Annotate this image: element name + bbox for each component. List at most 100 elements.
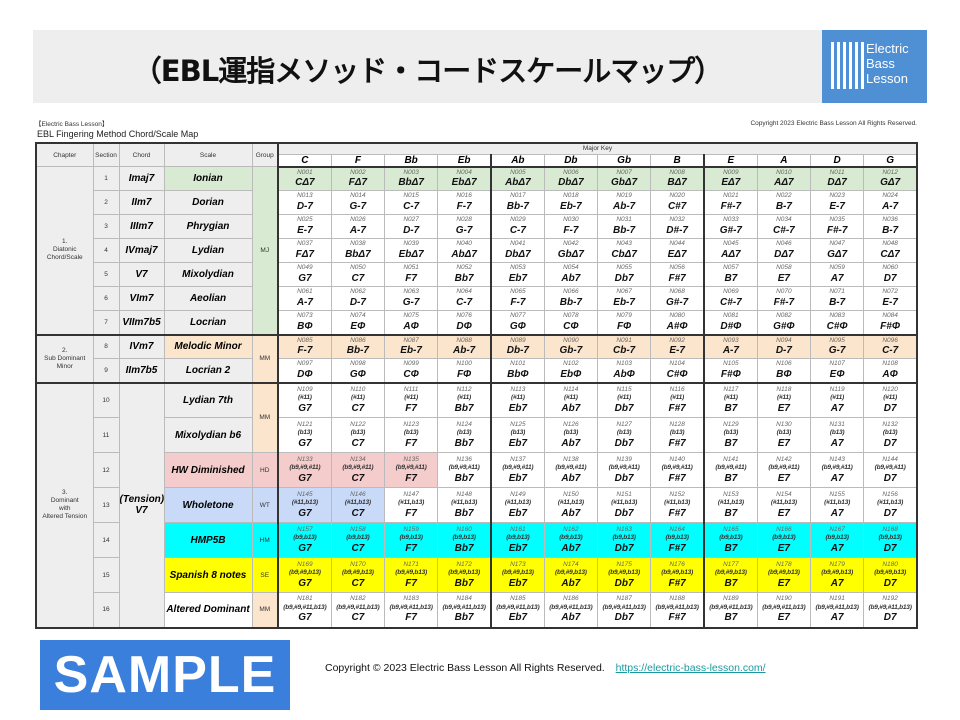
key-chord: D-7 [296,200,313,212]
key-cell: N021 F#-7 [702,190,758,215]
key-cell: N106 BΦ [756,358,812,383]
key-cell: N133 (b9,#9,#11) G7 [276,452,332,488]
key-chord: GbΔ7 [557,248,584,260]
cell-id: N011 [829,168,845,176]
key-chord: F#7 [668,272,686,284]
cell-id: N118 [776,385,792,393]
key-cell: N078 CΦ [543,310,599,335]
key-cell: N082 G#Φ [756,310,812,335]
cell-id: N024 [882,192,898,200]
key-chord: D#-7 [666,224,688,236]
cell-id: N160 [456,525,472,533]
key-chord: F7 [405,577,417,589]
key-chord: Bb7 [454,472,474,484]
key-chord: Ab7 [561,272,581,284]
cell-id: N169 [297,560,313,568]
sheet-brand: 【Electric Bass Lesson】 [35,121,109,128]
table-row: 4 IVmaj7 Lydian N037 FΔ7 N038 BbΔ7 N039 EbΔ7 N040… [36,238,918,263]
key-cell: N166 (b9,b13) E7 [756,522,812,558]
key-chord: A7 [830,272,844,284]
key-chord: Bb-7 [506,200,529,212]
key-cell: N185 (b9,#9,#11,b13) Eb7 [489,592,545,628]
cell-id: N162 [563,525,579,533]
key-cell: N070 F#-7 [756,286,812,311]
scale-name: Dorian [163,190,253,215]
key-cell: N105 F#Φ [702,358,758,383]
cell-id: N105 [723,360,739,367]
key-cell: N044 EΔ7 [650,238,705,263]
key-chord: FΔ7 [295,248,315,260]
section-number: 14 [92,522,120,558]
cell-id: N154 [776,490,792,498]
key-cell: N076 DΦ [437,310,492,335]
cell-id: N101 [510,360,526,367]
cell-id: N058 [776,264,792,272]
tension: (b13) [350,429,366,436]
chord-name-merged: (Tension) V7 [118,381,165,628]
key-cell: N037 FΔ7 [276,238,332,263]
key-chord: Eb7 [508,402,528,414]
cell-id: N170 [350,560,366,568]
cell-id: N103 [616,360,632,367]
scale-name: Wholetone [163,487,253,523]
key-cell: N135 (b9,#9,#11) F7 [383,452,439,488]
tension: (b9,#9,#11,b13) [549,603,593,611]
chord-scale-sheet: 【Electric Bass Lesson】 Copyright 2023 El… [33,116,919,632]
key-chord: D7 [883,577,897,589]
key-chord: G#-7 [666,296,689,308]
key-chord: CΔ7 [295,177,315,188]
major-key-header: Major Key [277,142,918,155]
tension: (#11) [351,394,365,402]
key-chord: A7 [830,577,844,589]
cell-id: N031 [616,216,632,224]
key-chord: F#Φ [720,368,741,380]
key-chord: B7 [724,472,738,484]
key-cell: N155 (#11,b13) A7 [809,487,865,523]
cell-id: N185 [510,595,526,603]
key-cell: N107 EΦ [809,358,865,383]
cell-id: N192 [882,595,898,603]
cell-id: N044 [669,240,685,248]
tension: (#11) [777,394,791,402]
key-cell: N187 (b9,#9,#11,b13) Db7 [596,592,652,628]
footer: Copyright © 2023 Electric Bass Lesson Al… [325,662,766,674]
tension: (b9,#9,b13) [341,569,374,576]
cell-id: N069 [723,288,739,296]
key-chord: Db7 [614,272,634,284]
key-chord: GΔ7 [880,177,901,188]
tension: (b9,#9,b13) [767,569,800,576]
tension: (b13) [510,429,526,436]
key-chord: Cb-7 [613,345,636,356]
key-chord: Ab-7 [613,200,636,212]
cell-id: N176 [669,560,685,568]
website-link[interactable]: https://electric-bass-lesson.com/ [615,662,766,674]
key-chord: F-7 [563,224,579,236]
key-cell: N134 (b9,#9,#11) C7 [330,452,386,488]
table-row: 6 VIm7 Aeolian N061 A-7 N062 D-7 N063 G-7 N064 C-7… [36,286,918,311]
table-row: 9 IIm7b5 Locrian 2 N097 DΦ N098 GΦ N099 CΦ N100 FΦ… [36,358,918,383]
key-cell: N072 E-7 [863,286,918,311]
tension: (b9,#9,#11,b13) [868,603,912,611]
key-cell: N144 (b9,#9,#11) D7 [863,452,918,488]
key-chord: Bb-7 [346,345,369,356]
cell-id: N023 [829,192,845,200]
key-cell: N102 EbΦ [543,358,599,383]
key-cell: N002 FΔ7 [330,166,386,191]
cell-id: N159 [403,525,419,533]
cell-id: N175 [616,560,632,568]
cell-id: N104 [669,360,685,367]
key-cell: N039 EbΔ7 [383,238,439,263]
key-chord: F#7 [668,507,686,519]
key-chord: AbΔ7 [451,248,477,260]
cell-id: N088 [456,336,472,344]
cell-id: N139 [616,455,632,463]
cell-id: N056 [669,264,685,272]
cell-id: N052 [456,264,472,272]
cell-id: N043 [616,240,632,248]
key-chord: BΔ7 [667,177,687,188]
key-cell: N100 FΦ [437,358,492,383]
tension: (b9,#9,b13) [661,569,693,576]
cell-id: N166 [776,525,792,533]
key-cell: N151 (#11,b13) Db7 [596,487,652,523]
scale-name: Locrian [163,310,253,335]
